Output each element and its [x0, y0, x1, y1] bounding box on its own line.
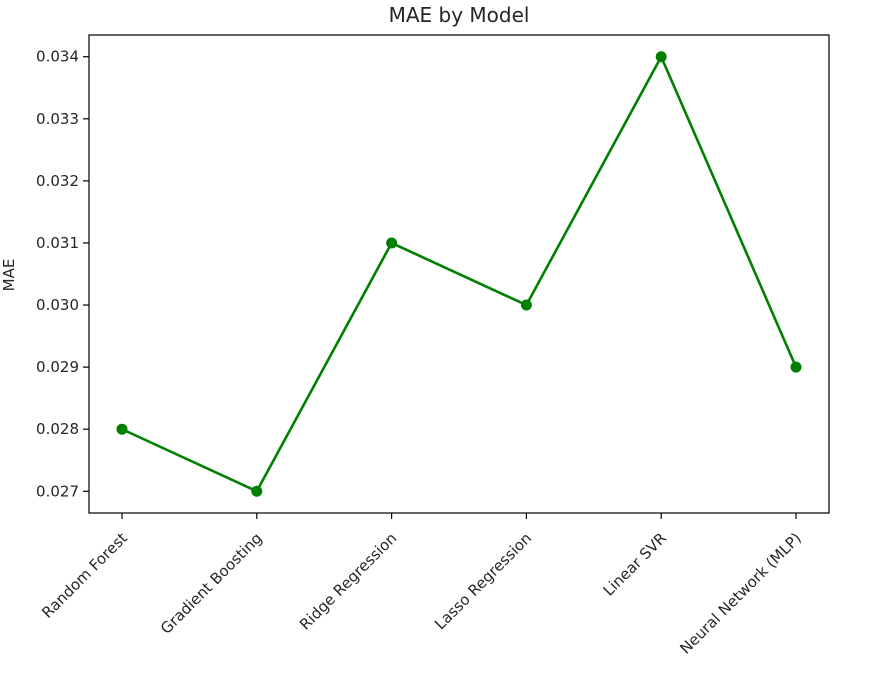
chart-title: MAE by Model — [389, 3, 530, 27]
y-tick-label: 0.029 — [36, 358, 79, 376]
y-tick-label: 0.032 — [36, 172, 79, 190]
data-point — [655, 51, 667, 63]
series-line — [120, 55, 798, 493]
data-point — [520, 299, 532, 311]
y-tick-label: 0.034 — [36, 48, 79, 66]
y-tick-label: 0.030 — [36, 296, 79, 314]
data-point — [251, 485, 263, 497]
x-tick-label: Gradient Boosting — [157, 529, 266, 638]
y-tick-label: 0.031 — [36, 234, 79, 252]
x-tick-label: Ridge Regression — [296, 529, 400, 633]
y-tick-label: 0.028 — [36, 420, 79, 438]
x-tick-label: Linear SVR — [600, 529, 670, 599]
plot-frame — [88, 34, 830, 514]
plot-area — [116, 51, 802, 497]
data-point — [790, 361, 802, 373]
x-tick-label: Random Forest — [38, 529, 131, 622]
y-tick-label: 0.033 — [36, 110, 79, 128]
x-tick-label: Lasso Regression — [431, 529, 535, 633]
data-point — [116, 423, 128, 435]
y-axis-label: MAE — [0, 259, 18, 292]
data-point — [386, 237, 398, 249]
x-tick-label: Neural Network (MLP) — [676, 529, 804, 657]
y-tick-label: 0.027 — [36, 482, 79, 500]
